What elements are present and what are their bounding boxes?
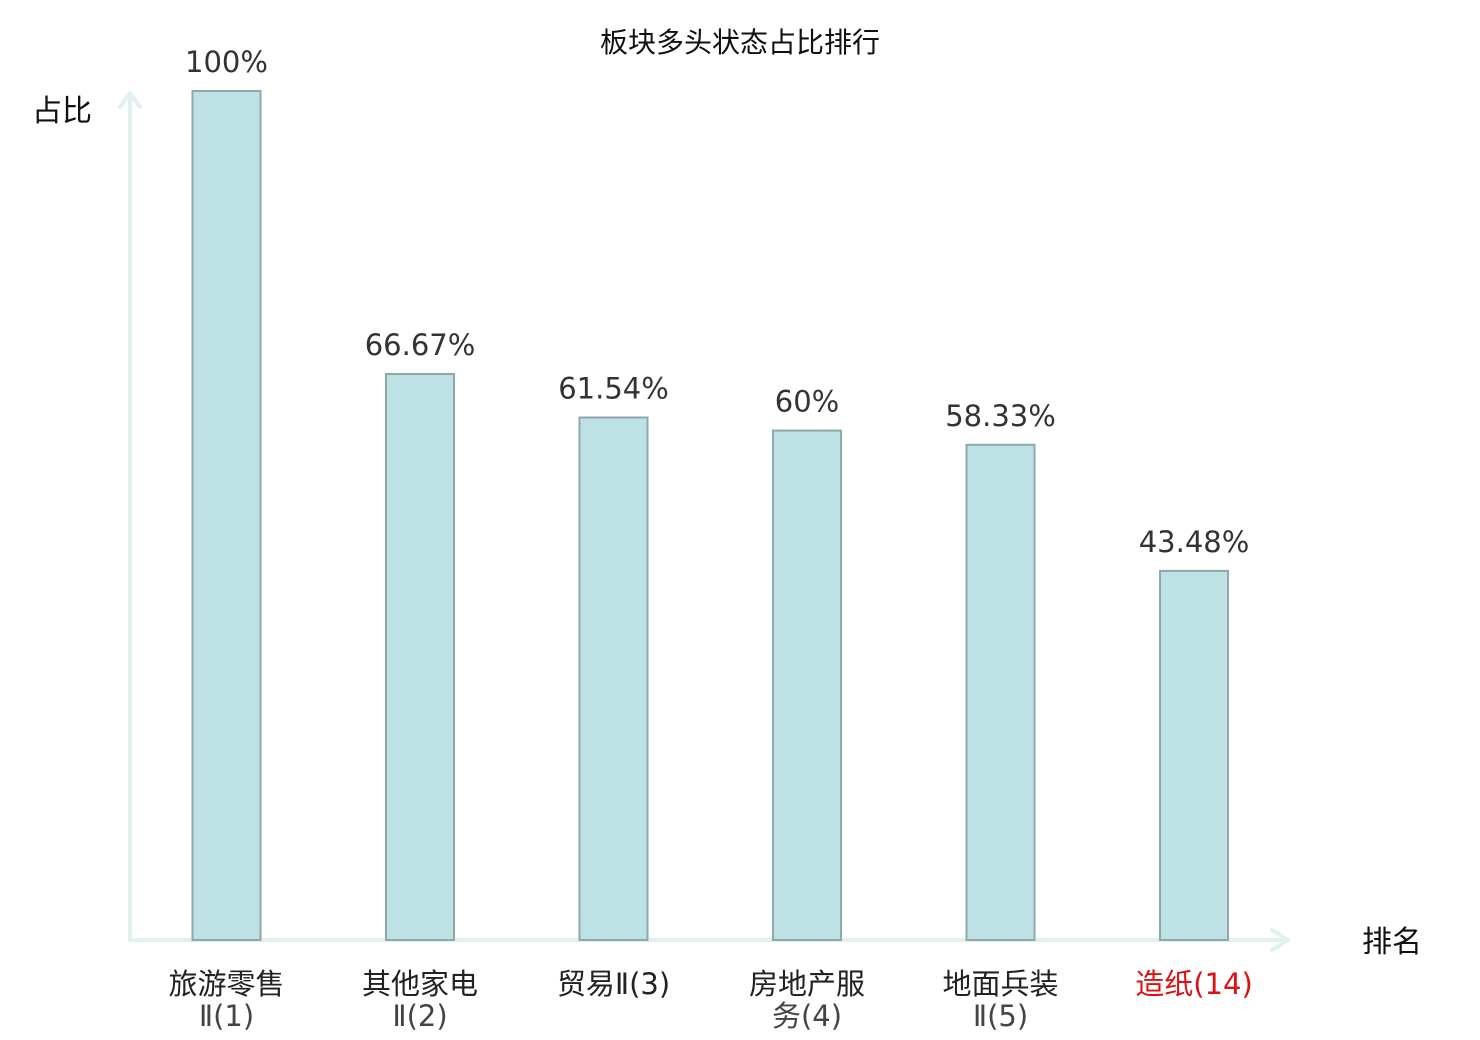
bar (772, 429, 842, 941)
x-axis-arrow (1270, 928, 1290, 952)
category-labels-group: 旅游零售 Ⅱ(1) 其他家电 Ⅱ(2) 贸易Ⅱ(3) 房地产服务(4) 地面兵装 Ⅱ(5) 造纸… (168, 967, 1252, 1033)
bar-value-label: 58.33% (945, 399, 1056, 433)
category-label-line: 贸易Ⅱ(3) (557, 967, 670, 1001)
category-label-line: Ⅱ(1) (199, 999, 254, 1033)
category-label: 造纸(14) (1135, 967, 1253, 1001)
value-labels-group: 100% 66.67% 61.54% 60% 58.33% 43.48% (185, 45, 1249, 559)
axes (118, 91, 1290, 952)
category-label-line: Ⅱ(2) (392, 999, 447, 1033)
category-label: 旅游零售 Ⅱ(1) (168, 967, 284, 1033)
bars-group (191, 90, 1229, 942)
category-label-line: 房地产服 (749, 967, 865, 1001)
x-axis-label: 排名 (1362, 925, 1422, 960)
bar-value-label: 100% (185, 45, 268, 79)
bar-value-label: 60% (775, 385, 839, 419)
bar (578, 416, 649, 941)
category-label-line: 旅游零售 (168, 967, 284, 1001)
bar (965, 443, 1036, 941)
category-label: 贸易Ⅱ(3) (557, 967, 670, 1001)
bar-value-label: 66.67% (365, 328, 476, 362)
bar (191, 90, 262, 941)
category-label: 房地产服务(4) (749, 967, 865, 1033)
y-axis-label: 占比 (32, 94, 92, 129)
category-label: 其他家电 Ⅱ(2) (362, 967, 478, 1033)
y-axis-arrow (118, 91, 142, 109)
category-label-line: 务(4) (772, 999, 842, 1033)
bar (385, 373, 455, 941)
bar (1159, 569, 1229, 942)
category-label-line: Ⅱ(5) (973, 999, 1028, 1033)
bar-value-label: 43.48% (1139, 525, 1250, 559)
category-label-line: 地面兵装 (942, 967, 1058, 1001)
category-label: 地面兵装 Ⅱ(5) (942, 967, 1058, 1033)
category-label-line: 造纸(14) (1135, 967, 1253, 1001)
bar-value-label: 61.54% (558, 372, 669, 406)
chart-title: 板块多头状态占比排行 (600, 26, 880, 59)
category-label-line: 其他家电 (362, 967, 478, 1001)
